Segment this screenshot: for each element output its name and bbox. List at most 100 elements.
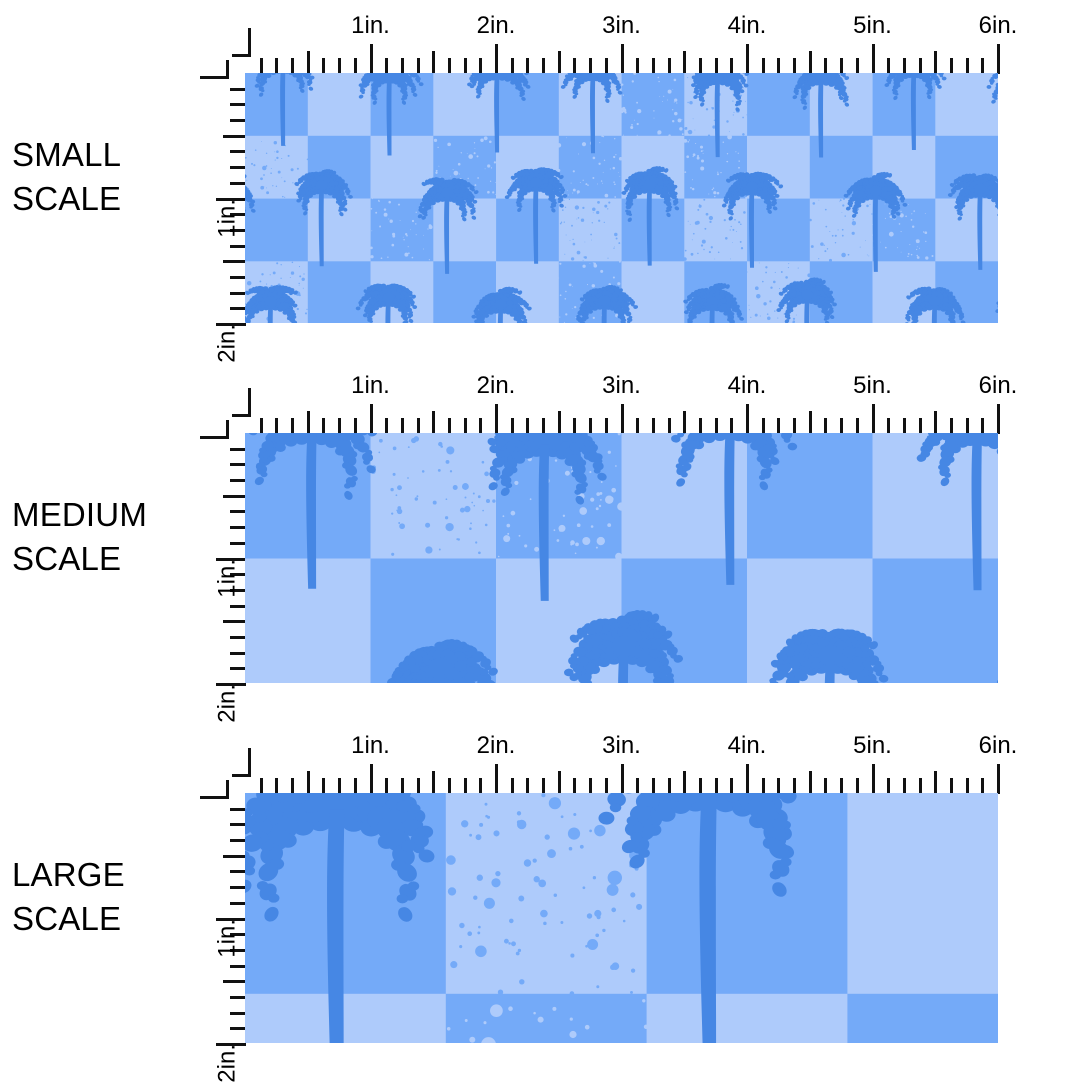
ruler-tick-minor (668, 58, 671, 74)
ruler-tick-minor (542, 58, 545, 74)
ruler-tick-minor (730, 778, 733, 794)
ruler-tick-inch (370, 764, 373, 794)
ruler-tick-minor (464, 58, 467, 74)
ruler-tick-minor (809, 771, 812, 794)
ruler-tick-minor (526, 778, 529, 794)
ruler-tick-minor (777, 418, 780, 434)
ruler-tick-minor (223, 980, 246, 983)
ruler-tick-minor (385, 58, 388, 74)
ruler-tick-minor (230, 119, 246, 122)
ruler-tick-minor (573, 58, 576, 74)
ruler-tick-minor (230, 1027, 246, 1030)
ruler-tick-minor (793, 58, 796, 74)
ruler-tick-minor (762, 418, 765, 434)
panel-large-scale: LARGE SCALE 1in.2in.3in.4in.5in.6in. 1in… (0, 720, 1080, 1080)
horizontal-ruler-large: 1in.2in.3in.4in.5in.6in. (232, 762, 1004, 794)
ruler-tick-minor (230, 667, 246, 670)
ruler-tick-minor (589, 418, 592, 434)
ruler-label-horizontal: 2in. (477, 732, 516, 760)
ruler-tick-minor (558, 771, 561, 794)
ruler-tick-inch (997, 764, 1000, 794)
scale-caption-line1: LARGE (12, 853, 187, 897)
ruler-tick-minor (589, 58, 592, 74)
ruler-label-vertical: 1in. (214, 559, 242, 598)
ruler-label-horizontal: 6in. (979, 732, 1018, 760)
ruler-tick-inch (997, 44, 1000, 74)
ruler-tick-minor (966, 418, 969, 434)
ruler-tick-minor (432, 51, 435, 74)
scale-caption-line2: SCALE (12, 537, 187, 581)
ruler-tick-minor (919, 418, 922, 434)
ruler-tick-minor (668, 778, 671, 794)
ruler-tick-minor (354, 58, 357, 74)
ruler-tick-minor (385, 778, 388, 794)
ruler-tick-minor (479, 58, 482, 74)
ruler-tick-minor (230, 605, 246, 608)
ruler-tick-minor (934, 51, 937, 74)
ruler-label-horizontal: 3in. (602, 732, 641, 760)
ruler-tick-minor (636, 418, 639, 434)
ruler-tick-minor (903, 778, 906, 794)
pattern-swatch-large (245, 793, 998, 1043)
ruler-tick-minor (950, 58, 953, 74)
ruler-tick-minor (230, 808, 246, 811)
ruler-label-horizontal: 6in. (979, 372, 1018, 400)
ruler-tick-minor (260, 418, 263, 434)
ruler-tick-minor (903, 418, 906, 434)
ruler-tick-minor (558, 51, 561, 74)
ruler-tick-minor (401, 58, 404, 74)
ruler-tick-minor (479, 778, 482, 794)
ruler-tick-inch (997, 404, 1000, 434)
ruler-tick-minor (903, 58, 906, 74)
ruler-tick-minor (417, 778, 420, 794)
horizontal-ruler-small: 1in.2in.3in.4in.5in.6in. (232, 42, 1004, 74)
ruler-tick-inch (621, 404, 624, 434)
ruler-tick-minor (230, 870, 246, 873)
ruler-tick-minor (230, 292, 246, 295)
ruler-tick-minor (887, 778, 890, 794)
ruler-tick-minor (919, 778, 922, 794)
scale-caption-line2: SCALE (12, 177, 187, 221)
ruler-tick-minor (230, 652, 246, 655)
ruler-tick-minor (307, 411, 310, 434)
ruler-label-horizontal: 6in. (979, 12, 1018, 40)
ruler-tick-minor (230, 103, 246, 106)
horizontal-ruler-medium: 1in.2in.3in.4in.5in.6in. (232, 402, 1004, 434)
ruler-tick-minor (338, 58, 341, 74)
ruler-tick-minor (230, 182, 246, 185)
ruler-tick-minor (981, 418, 984, 434)
ruler-tick-minor (230, 479, 246, 482)
ruler-tick-minor (275, 418, 278, 434)
ruler-tick-minor (401, 778, 404, 794)
ruler-tick-minor (338, 418, 341, 434)
ruler-tick-minor (230, 965, 246, 968)
pattern-swatch-small (245, 73, 998, 323)
ruler-tick-inch (621, 44, 624, 74)
ruler-label-horizontal: 5in. (853, 12, 892, 40)
ruler-tick-minor (307, 51, 310, 74)
ruler-tick-minor (511, 778, 514, 794)
scale-caption-small: SMALL SCALE (12, 133, 187, 221)
ruler-tick-minor (230, 839, 246, 842)
ruler-origin-cap (200, 436, 229, 439)
ruler-tick-minor (354, 778, 357, 794)
ruler-tick-minor (699, 418, 702, 434)
ruler-tick-inch (746, 44, 749, 74)
ruler-tick-minor (636, 58, 639, 74)
ruler-tick-minor (526, 418, 529, 434)
ruler-label-horizontal: 4in. (728, 372, 767, 400)
ruler-tick-minor (230, 1012, 246, 1015)
scale-caption-line1: SMALL (12, 133, 187, 177)
ruler-tick-minor (322, 778, 325, 794)
ruler-tick-inch (872, 404, 875, 434)
ruler-tick-minor (223, 620, 246, 623)
ruler-tick-inch (495, 764, 498, 794)
ruler-tick-minor (699, 58, 702, 74)
ruler-tick-minor (432, 771, 435, 794)
ruler-tick-minor (856, 778, 859, 794)
ruler-tick-inch (495, 44, 498, 74)
ruler-origin-cap (248, 388, 251, 417)
ruler-tick-minor (464, 778, 467, 794)
pattern-swatch-medium (245, 433, 998, 683)
